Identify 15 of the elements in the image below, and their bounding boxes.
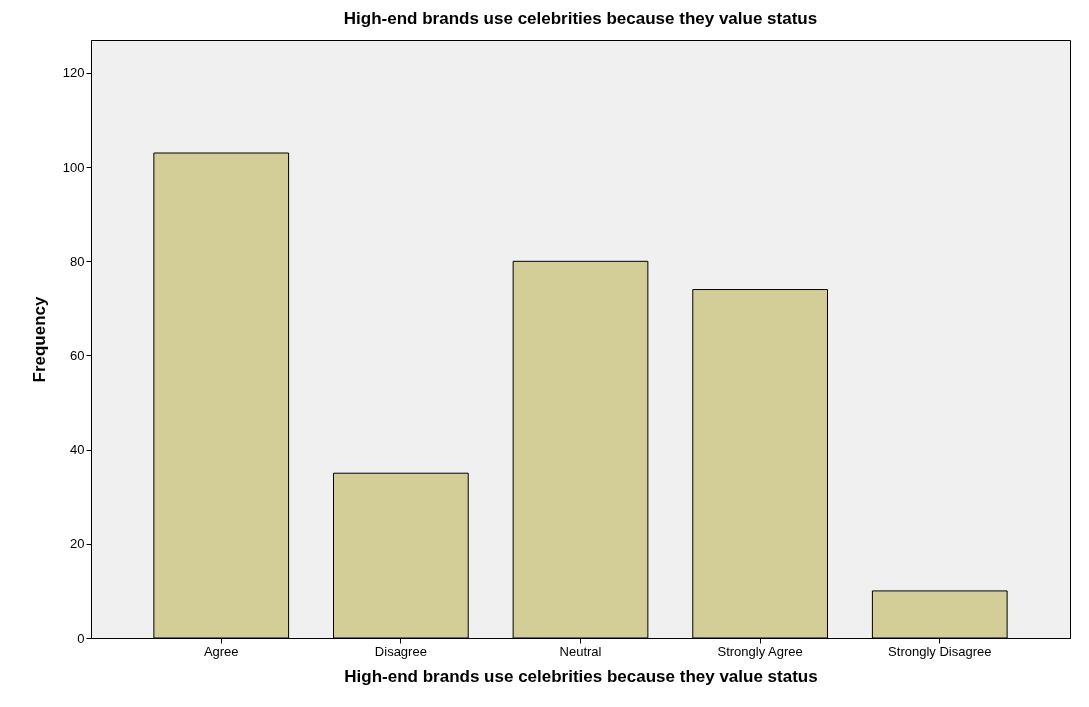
x-tick-label: Neutral [559, 643, 602, 659]
y-tick-label: 100 [62, 159, 85, 175]
x-axis-title: High-end brands use celebrities because they value status [344, 666, 818, 686]
x-tick-label: Disagree [374, 643, 427, 659]
x-tick-label: Strongly Agree [717, 643, 803, 659]
y-tick-label: 120 [62, 65, 85, 81]
y-tick-label: 20 [70, 536, 85, 552]
y-axis-title: Frequency [29, 295, 49, 383]
y-tick-label: 40 [70, 442, 85, 458]
y-tick-label: 80 [70, 253, 85, 269]
chart-title: High-end brands use celebrities because they value status [343, 9, 818, 28]
y-tick-label: 0 [77, 630, 85, 646]
x-tick-label: Strongly Disagree [888, 643, 992, 659]
y-tick-label: 60 [70, 347, 85, 363]
x-tick-label: Agree [203, 643, 239, 659]
